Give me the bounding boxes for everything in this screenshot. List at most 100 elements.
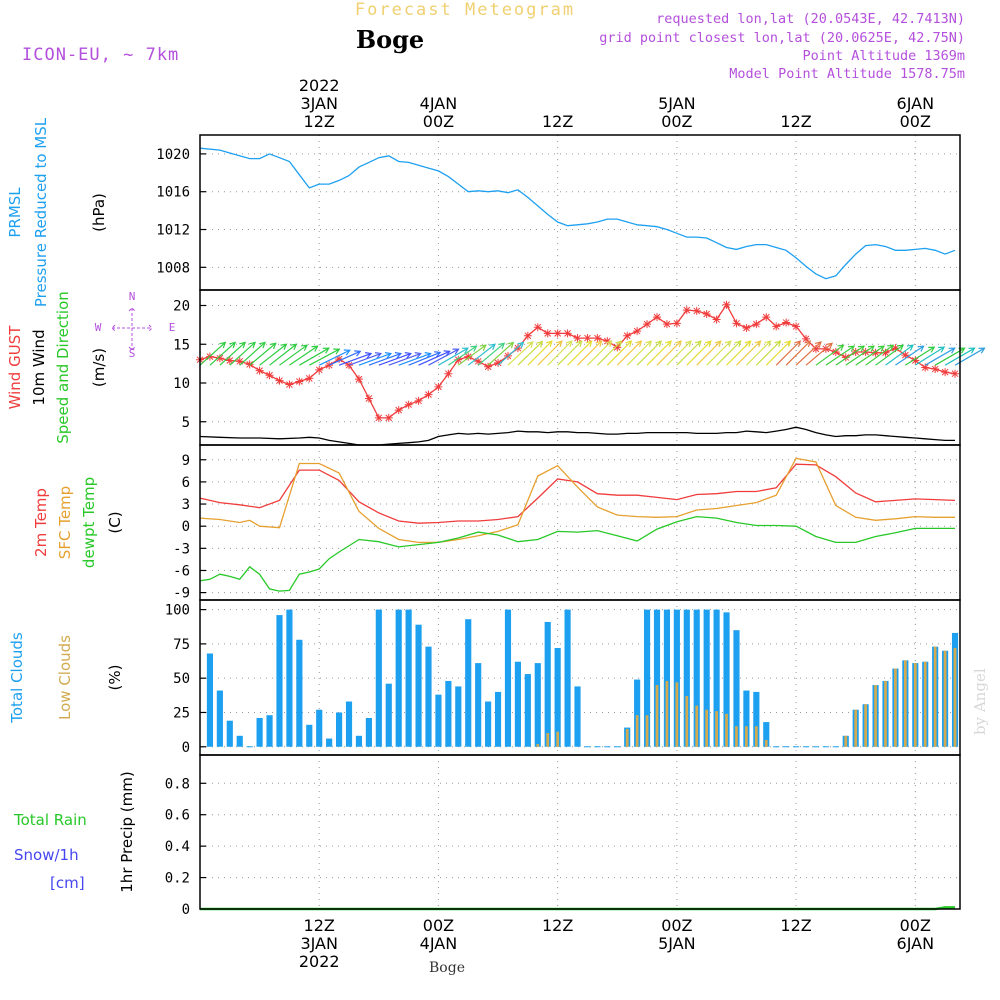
total-cloud-bar: [594, 746, 601, 748]
top-time-label: 5JAN: [658, 94, 696, 113]
total-cloud-bar: [266, 715, 273, 747]
wind-arrow-head: [714, 340, 722, 348]
total-cloud-bar: [405, 609, 412, 747]
wind-arrow: [289, 345, 318, 366]
gust-marker: [275, 376, 284, 385]
bottom-time-label: 3JAN: [300, 934, 338, 953]
gust-marker: [325, 361, 334, 370]
wind-arrow-head: [498, 342, 506, 350]
series-line: [199, 147, 956, 280]
compass-cross: [111, 307, 153, 351]
total-cloud-bar: [544, 621, 551, 747]
wind-arrow: [229, 341, 256, 366]
total-cloud-bar: [206, 653, 214, 747]
total-cloud-bar: [256, 717, 263, 747]
compass-north: N: [129, 290, 136, 303]
y-tick-label: -3: [173, 541, 190, 557]
total-cloud-bar: [336, 712, 343, 747]
wind-arrow-head: [545, 340, 553, 348]
bottom-time-label: 2022: [299, 952, 340, 971]
location-title: Boge: [356, 25, 424, 54]
low-cloud-bar: [715, 711, 718, 747]
wind-arrow: [785, 340, 811, 366]
total-cloud-bar: [753, 691, 760, 747]
wind-arrow: [557, 340, 583, 366]
total-cloud-bar: [653, 609, 661, 747]
wind-arrow-head: [774, 340, 782, 348]
panel-axis-label: SFC Temp: [56, 486, 74, 559]
y-tick-label: 3: [182, 497, 190, 513]
y-tick-label: 10: [173, 376, 190, 392]
wind-arrow: [825, 345, 855, 366]
wind-arrow: [249, 342, 277, 366]
gust-marker: [633, 327, 642, 336]
total-cloud-bar: [534, 663, 541, 747]
gust-marker: [404, 400, 413, 409]
footer-location: Boge: [429, 960, 465, 976]
series-line: [199, 515, 955, 592]
wind-arrow: [845, 345, 875, 366]
wind-arrow-head: [665, 340, 672, 348]
total-cloud-bar: [425, 646, 432, 747]
gust-marker: [841, 353, 850, 362]
gust-marker: [921, 363, 930, 372]
y-tick-label: 0.8: [165, 776, 190, 792]
top-time-label: 00Z: [423, 112, 454, 131]
y-tick-label: 0.4: [165, 839, 190, 855]
wind-arrow-head: [414, 352, 422, 359]
wind-arrow-head: [470, 345, 478, 352]
wind-arrow-head: [917, 345, 925, 352]
total-cloud-bar: [316, 709, 323, 747]
wind-arrow-head: [867, 345, 875, 352]
pressure-panel: 1008 1012 1016 1020 PRMSL Pressure Reduced to…: [6, 117, 961, 307]
top-time-label: 4JAN: [420, 94, 458, 113]
wind-arrow-head: [394, 352, 403, 359]
gust-marker: [543, 329, 552, 338]
wind-arrow: [726, 340, 752, 366]
total-cloud-bar: [415, 624, 422, 747]
wind-arrow-head: [645, 340, 653, 348]
y-tick-label: 1012: [156, 223, 190, 239]
total-cloud-bar: [375, 609, 382, 747]
clouds-panel: 0 25 50 75 100 Total Clouds Low Clouds (%): [8, 599, 961, 756]
wind-arrow: [269, 343, 297, 366]
wind-arrow: [358, 352, 392, 366]
gust-marker: [891, 344, 900, 353]
gust-marker: [285, 380, 294, 389]
wind-arrow: [428, 348, 459, 366]
low-cloud-bar: [536, 744, 540, 747]
total-cloud-bar: [773, 746, 780, 748]
wind-arrow: [378, 352, 411, 366]
gust-marker: [354, 375, 363, 384]
gust-marker: [931, 365, 940, 374]
wind-arrow: [209, 341, 236, 366]
series-line: [199, 426, 955, 446]
gust-marker: [384, 413, 393, 422]
wind-arrow: [924, 347, 955, 366]
forecast-title: Forecast Meteogram: [355, 0, 575, 20]
wind-arrow-head: [259, 341, 266, 349]
gust-marker: [474, 357, 483, 366]
gust-marker: [563, 329, 572, 338]
wind-arrow: [348, 352, 382, 366]
low-cloud-bar: [854, 709, 858, 747]
total-cloud-bar: [326, 738, 333, 747]
panel-axis-label: Total Clouds: [8, 632, 26, 724]
gust-marker: [662, 320, 671, 329]
wind-arrow-head: [575, 340, 583, 348]
total-cloud-bar: [832, 746, 839, 748]
wind-arrow-head: [685, 340, 692, 348]
low-cloud-bar: [625, 728, 629, 747]
total-cloud-bar: [355, 735, 363, 747]
wind-arrow-head: [461, 347, 469, 354]
wind-arrow-head: [724, 340, 732, 348]
wind-arrow: [716, 340, 742, 366]
wind-arrow: [885, 344, 914, 366]
y-tick-label: 0.6: [165, 808, 190, 824]
wind-arrow-head: [784, 340, 792, 348]
gust-marker: [911, 356, 920, 365]
panel-axis-label: Pressure Reduced to MSL: [32, 117, 50, 307]
wind-arrow: [606, 340, 632, 366]
wind-arrow: [596, 340, 622, 366]
wind-arrow-head: [333, 348, 341, 355]
